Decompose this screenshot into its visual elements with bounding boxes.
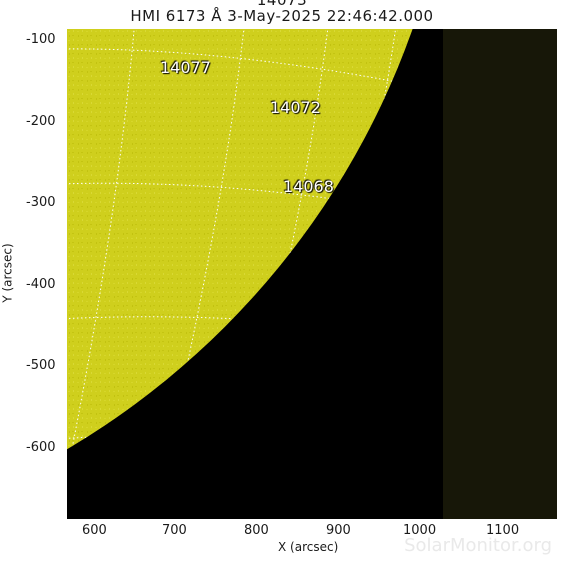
region-label-14077: 14077 xyxy=(160,58,211,77)
x-tick-label: 1100 xyxy=(486,523,520,538)
title-instrument-date: HMI 6173 Å 3-May-2025 22:46:42.000 xyxy=(130,7,434,25)
y-tick-label: -500 xyxy=(26,358,56,373)
solar-disk xyxy=(67,29,413,450)
y-tick-label: -400 xyxy=(26,277,56,292)
y-tick-label: -100 xyxy=(26,32,56,47)
solar-image-panel xyxy=(67,29,557,519)
x-tick-label: 700 xyxy=(162,523,187,538)
title-region-number: 14073 xyxy=(256,0,308,9)
y-tick-label: -600 xyxy=(26,440,56,455)
region-label-14068: 14068 xyxy=(283,177,334,196)
region-label-14072: 14072 xyxy=(270,98,321,117)
y-tick-label: -200 xyxy=(26,114,56,129)
x-tick-label: 1000 xyxy=(403,523,437,538)
x-tick-label: 900 xyxy=(326,523,351,538)
solar-image-svg xyxy=(67,29,557,519)
y-tick-label: -300 xyxy=(26,195,56,210)
y-axis-title: Y (arcsec) xyxy=(0,243,15,303)
x-axis-title: X (arcsec) xyxy=(278,540,339,554)
off-frame-band xyxy=(443,29,557,519)
x-tick-label: 800 xyxy=(244,523,269,538)
x-tick-label: 600 xyxy=(82,523,107,538)
watermark: SolarMonitor.org xyxy=(404,535,552,556)
